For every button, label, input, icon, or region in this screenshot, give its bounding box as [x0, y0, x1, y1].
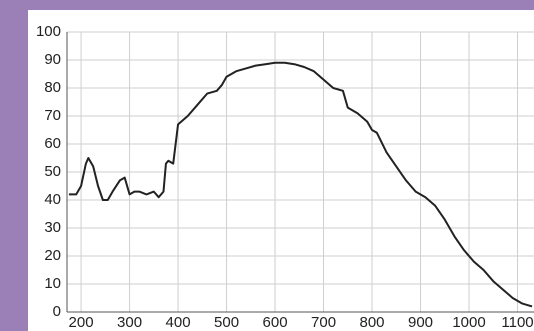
x-tick-label: 900: [408, 314, 433, 331]
y-tick-label: 50: [44, 163, 61, 180]
y-tick-label: 90: [44, 51, 61, 68]
y-tick-label: 0: [53, 303, 61, 320]
y-tick-label: 70: [44, 107, 61, 124]
y-tick-label: 10: [44, 275, 61, 292]
x-tick-label: 1100: [501, 314, 533, 331]
x-tick-label: 300: [117, 314, 142, 331]
y-tick-label: 30: [44, 219, 61, 236]
y-tick-label: 80: [44, 79, 61, 96]
panel: [28, 10, 534, 331]
y-tick-label: 60: [44, 135, 61, 152]
x-tick-label: 800: [360, 314, 385, 331]
y-tick-label: 100: [36, 23, 61, 40]
y-tick-label: 20: [44, 247, 61, 264]
line-series: [68, 61, 533, 308]
x-tick-label: 700: [311, 314, 336, 331]
x-tick-label: 200: [69, 314, 94, 331]
x-tick-label: 500: [214, 314, 239, 331]
x-tick-label: 1000: [452, 314, 485, 331]
x-tick-label: 400: [166, 314, 191, 331]
x-tick-label: 600: [263, 314, 288, 331]
y-tick-label: 40: [44, 191, 61, 208]
